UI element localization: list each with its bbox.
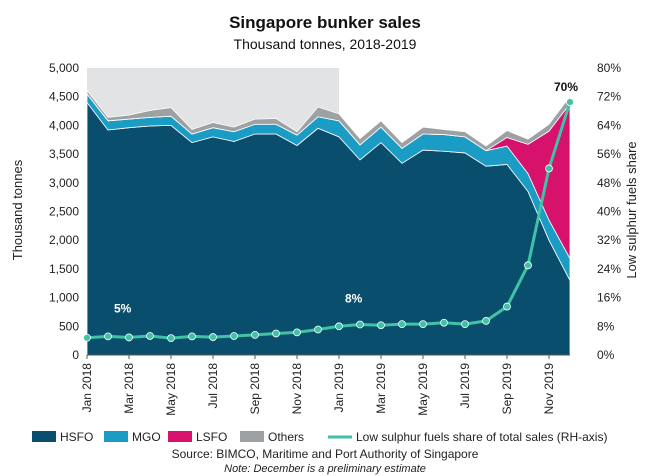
annotation-label: 5%	[114, 301, 132, 315]
y2-tick-label: 40%	[597, 205, 621, 219]
chart-title: Singapore bunker sales	[229, 13, 421, 32]
x-tick-label: Mar 2019	[374, 363, 388, 414]
y-tick-label: 2,000	[49, 233, 79, 247]
share-point	[251, 331, 259, 339]
legend-label-hsfo: HSFO	[60, 430, 93, 444]
share-point	[356, 320, 364, 329]
share-point	[167, 334, 175, 343]
legend-swatch-mgo	[104, 431, 128, 442]
plot-area: 0 500 1,000 1,500 2,000 2,500 3,000 3,500 4,000 4…	[49, 61, 621, 416]
x-tick-label: Nov 2019	[542, 363, 556, 415]
annotation-label: 70%	[554, 80, 578, 94]
share-point	[146, 332, 154, 340]
y2-tick-label: 64%	[597, 118, 621, 132]
y-tick-label: 0	[72, 348, 79, 362]
share-point	[335, 322, 343, 331]
share-point	[419, 320, 427, 329]
x-tick-label: Jul 2018	[206, 363, 220, 409]
x-tick-label: Mar 2018	[122, 363, 136, 414]
share-point	[104, 332, 112, 341]
share-point	[566, 98, 574, 106]
x-tick-label: May 2018	[164, 363, 178, 416]
share-point	[230, 332, 238, 340]
legend: HSFO MGO LSFO Others Low sulphur fuels share…	[32, 430, 607, 444]
share-point	[503, 302, 511, 311]
share-point	[314, 325, 322, 334]
legend-label-lsfo: LSFO	[196, 430, 227, 444]
share-point	[398, 320, 406, 329]
x-tick-label: Sep 2019	[500, 363, 514, 415]
annotation-label: 8%	[345, 291, 363, 305]
x-tick-label: Jan 2019	[332, 363, 346, 413]
share-point	[482, 317, 490, 325]
y-tick-label: 3,000	[49, 176, 79, 190]
y-tick-label: 1,500	[49, 262, 79, 276]
y2-tick-label: 0%	[597, 348, 615, 362]
source-note: Source: BIMCO, Maritime and Port Authori…	[172, 447, 479, 461]
y-tick-label: 4,000	[49, 118, 79, 132]
legend-swatch-hsfo	[32, 431, 56, 442]
y2-axis-label: Low sulphur fuels share	[624, 141, 639, 278]
share-point	[524, 261, 532, 270]
y-tick-label: 5,000	[49, 61, 79, 75]
x-tick-label: Jul 2019	[458, 363, 472, 409]
y-tick-label: 4,500	[49, 90, 79, 104]
legend-swatch-others	[240, 431, 264, 442]
legend-label-others: Others	[268, 430, 304, 444]
x-tick-label: Sep 2018	[248, 363, 262, 415]
y-axis-label: Thousand tonnes	[10, 159, 25, 260]
y2-tick-label: 16%	[597, 291, 621, 305]
y-tick-label: 3,500	[49, 147, 79, 161]
share-point	[209, 333, 217, 341]
y-tick-label: 500	[59, 319, 79, 333]
x-tick-label: May 2019	[416, 363, 430, 416]
legend-label-share: Low sulphur fuels share of total sales (…	[356, 430, 607, 444]
y2-tick-label: 72%	[597, 90, 621, 104]
y2-tick-label: 80%	[597, 61, 621, 75]
y-tick-label: 2,500	[49, 205, 79, 219]
share-point	[272, 329, 280, 338]
x-tick-label: Nov 2018	[290, 363, 304, 415]
legend-swatch-lsfo	[168, 431, 192, 442]
x-tick-label: Jan 2018	[80, 363, 94, 413]
y2-tick-label: 56%	[597, 147, 621, 161]
y-tick-label: 1,000	[49, 291, 79, 305]
y2-tick-label: 24%	[597, 262, 621, 276]
share-point	[125, 333, 133, 342]
share-point	[293, 328, 301, 337]
legend-label-mgo: MGO	[132, 430, 161, 444]
y2-tick-label: 32%	[597, 233, 621, 247]
preliminary-note: Note: December is a preliminary estimate	[224, 463, 426, 475]
share-point	[461, 320, 469, 329]
share-point	[83, 333, 91, 342]
share-point	[188, 332, 196, 341]
chart-subtitle: Thousand tonnes, 2018-2019	[234, 36, 417, 52]
share-point	[377, 321, 385, 330]
y2-tick-label: 8%	[597, 319, 615, 333]
share-point	[440, 318, 448, 327]
y2-tick-label: 48%	[597, 176, 621, 190]
share-point	[545, 164, 553, 173]
